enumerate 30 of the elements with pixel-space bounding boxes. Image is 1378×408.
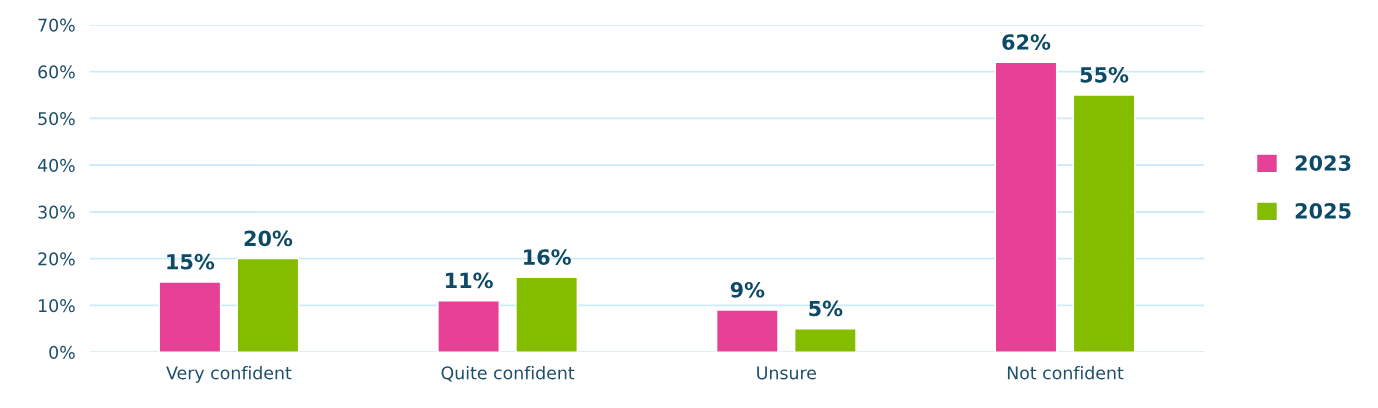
legend-label: 2025 bbox=[1295, 203, 1351, 219]
data-label: 5% bbox=[809, 300, 843, 317]
x-tick-label: Not confident bbox=[1007, 365, 1124, 380]
x-tick-label: Very confident bbox=[166, 365, 292, 383]
y-tick-label: 30% bbox=[38, 205, 75, 219]
data-label: 62% bbox=[1002, 34, 1051, 50]
y-tick-label: 40% bbox=[37, 158, 75, 172]
y-tick-label: 10% bbox=[39, 299, 75, 313]
data-label: 16% bbox=[524, 249, 571, 265]
data-label: 9% bbox=[730, 281, 765, 298]
bar bbox=[515, 276, 578, 353]
y-tick-label: 20% bbox=[38, 252, 75, 266]
bar bbox=[158, 281, 222, 353]
bar bbox=[793, 328, 857, 353]
bar bbox=[1072, 94, 1136, 353]
data-label: 20% bbox=[244, 230, 293, 247]
bar bbox=[236, 257, 300, 353]
y-tick-label: 60% bbox=[38, 65, 75, 79]
x-tick-label: Unsure bbox=[757, 366, 816, 380]
y-tick-label: 0% bbox=[49, 345, 75, 359]
legend-label: 2023 bbox=[1295, 155, 1351, 171]
data-label: 11% bbox=[446, 272, 493, 289]
bar bbox=[437, 299, 500, 353]
data-label: 55% bbox=[1080, 66, 1129, 83]
y-tick-label: 50% bbox=[38, 112, 75, 126]
x-tick-label: Quite confident bbox=[441, 365, 575, 382]
data-label: 15% bbox=[167, 253, 215, 270]
y-tick-label: 70% bbox=[38, 18, 75, 32]
bar bbox=[994, 61, 1058, 353]
bar bbox=[715, 309, 779, 353]
